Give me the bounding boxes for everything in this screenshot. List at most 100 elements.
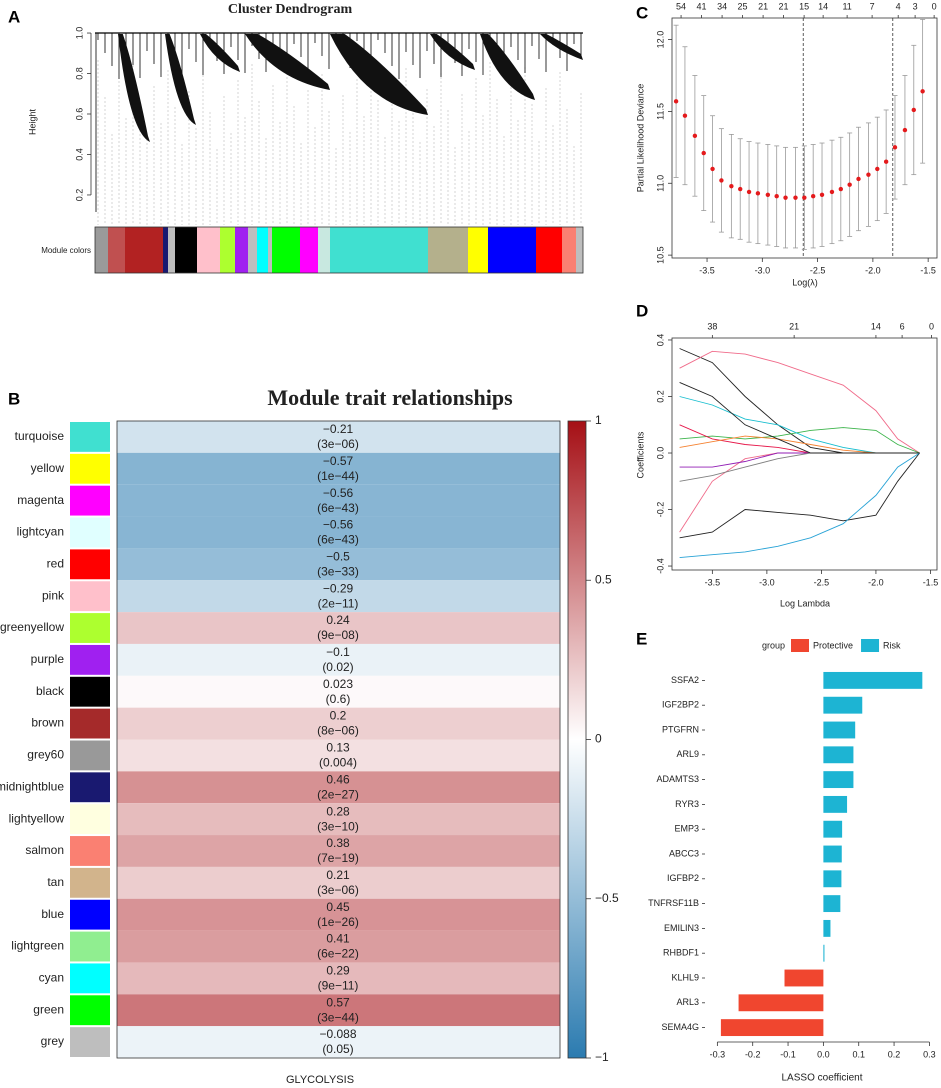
cell-value: −0.57 [323,454,354,468]
cell-pvalue: (0.05) [322,1042,353,1056]
module-swatch [70,549,110,580]
top-tick-label: 11 [842,1,851,11]
point [810,194,816,199]
cell-pvalue: (1e−44) [317,469,359,483]
point [920,89,925,94]
point [819,192,825,197]
colorbar-tick-label: 0.5 [595,572,612,586]
module-segment [235,227,248,273]
cell-pvalue: (0.02) [322,660,353,674]
row-label: cyan [39,971,64,985]
cell-value: 0.24 [326,613,350,627]
module-segment [168,227,175,273]
top-tick-label: 14 [871,321,881,331]
row-label: red [47,556,64,570]
y-tick-label: 11.5 [655,103,665,120]
x-tick-label: -2.0 [865,265,881,275]
top-tick-label: 14 [818,1,828,11]
module-swatch [70,708,110,739]
coefficient-path [679,427,920,454]
row-label: grey [41,1034,64,1048]
cluster [165,34,196,125]
x-axis-label: Log Lambda [780,598,830,608]
coefficient-path [679,348,920,454]
row-label: greenyellow [0,620,64,634]
cell [117,771,560,804]
y-tick-label: 0.2 [74,189,84,202]
row-label: turquoise [15,429,65,443]
cell-pvalue: (2e−11) [318,596,359,610]
row-label: green [33,1002,64,1016]
point [911,107,916,113]
x-axis-label: LASSO coefficient [782,1073,863,1084]
colorbar-tick-label: −0.5 [595,891,619,905]
cell-pvalue: (3e−44) [317,1010,359,1024]
point [856,176,861,182]
row-label: pink [42,588,65,602]
point [866,172,871,177]
y-tick-label: TNFRSF11B [648,898,699,908]
point [875,166,880,172]
row-label: grey60 [27,748,64,762]
y-tick-label: SEMA4G [661,1022,699,1032]
x-tick-label: -1.5 [923,577,939,587]
cell-pvalue: (9e−08) [317,628,359,642]
module-segment [562,227,576,273]
colorbar-tick-label: −1 [595,1050,609,1064]
module-segment [175,227,197,273]
y-tick-label: 0.2 [655,390,665,403]
module-frame [94,226,584,274]
module-swatch [70,867,110,898]
row-label: purple [31,652,65,666]
y-tick-label: 0.0 [655,447,665,460]
bar [738,994,824,1012]
x-axis-label: GLYCOLYSIS [286,1074,354,1086]
module-swatch [70,899,110,930]
point [774,194,779,199]
module-segment [257,227,268,273]
module-segment [300,227,318,273]
legend-title: group [762,640,785,650]
point [701,150,706,156]
cell-pvalue: (8e−06) [317,724,359,738]
y-tick-label: 0.8 [74,67,84,80]
module-segment [197,227,220,273]
top-tick-label: 6 [900,321,905,331]
top-tick-label: 15 [799,1,809,11]
y-tick-label: PTGFRN [662,724,699,734]
cell [117,516,560,549]
top-tick-label: 25 [738,1,748,11]
legend-label: Risk [883,640,901,650]
cell [117,898,560,931]
x-tick-label: -2.5 [810,265,826,275]
module-swatch [70,740,110,771]
cluster [200,34,240,72]
coefficient-path [679,435,920,454]
colorbar-tick-label: 0 [595,732,602,746]
y-axis-label: Height [27,108,37,135]
bar [823,671,923,689]
bar [784,969,824,987]
cell [117,835,560,867]
cell [117,484,560,517]
row-label: magenta [17,493,64,507]
cell-pvalue: (1e−26) [317,915,359,929]
x-tick-label: -2.0 [868,577,884,587]
point [738,186,743,192]
module-swatch [70,963,110,994]
module-segment [318,227,330,273]
coefficient-path [679,396,920,454]
point [802,195,807,200]
point [765,192,771,197]
cell-value: 0.28 [326,804,350,818]
cell [117,612,560,644]
cell-pvalue: (3e−06) [317,437,359,451]
y-tick-label: ARL9 [676,749,699,759]
x-tick-label: -3.5 [705,577,721,587]
module-segment [428,227,468,273]
bar [823,746,854,764]
row-label: black [36,684,65,698]
module-swatch [70,676,110,707]
cell-pvalue: (0.004) [319,756,357,770]
module-segment [272,227,300,273]
